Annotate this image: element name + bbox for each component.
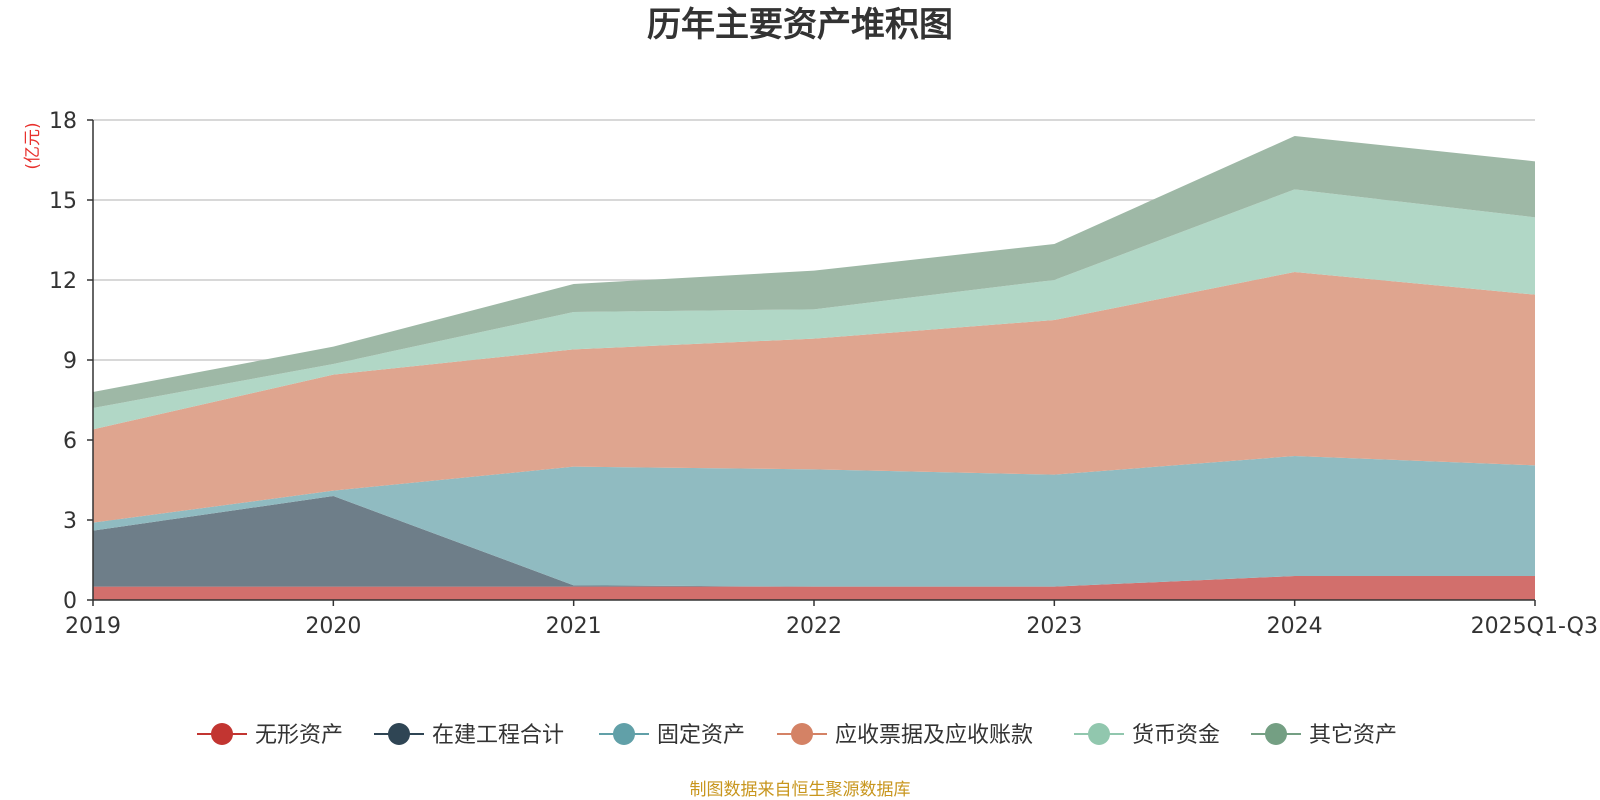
axes: 0 3 6 9 12 15 18 2019 2020 2021 2022 2023 2024 2025Q1… xyxy=(49,109,1598,639)
x-tick-label: 2024 xyxy=(1267,614,1323,639)
legend-marker xyxy=(1265,723,1287,745)
area-series-4 xyxy=(93,272,1535,523)
legend-item-1[interactable]: 无形资产 xyxy=(197,723,343,748)
chart-title: 历年主要资产堆积图 xyxy=(647,5,953,45)
legend-marker xyxy=(613,723,635,745)
legend-label: 货币资金 xyxy=(1132,723,1220,748)
y-tick-label: 15 xyxy=(49,189,77,214)
area-series-1 xyxy=(93,576,1535,600)
area-series-6 xyxy=(93,136,1535,408)
x-tick-label: 2019 xyxy=(65,614,121,639)
y-tick-label: 6 xyxy=(63,429,77,454)
legend-label: 其它资产 xyxy=(1309,723,1397,748)
x-tick-label: 2022 xyxy=(786,614,842,639)
legend-item-4[interactable]: 应收票据及应收账款 xyxy=(777,723,1033,748)
area-series xyxy=(93,136,1535,600)
y-tick-label: 0 xyxy=(63,589,77,614)
x-tick-label: 2025Q1-Q3 xyxy=(1471,614,1598,639)
y-axis-unit-label: (亿元) xyxy=(23,122,43,169)
legend: 无形资产 在建工程合计 固定资产 应收票据及应收账款 货币资金 其它资产 xyxy=(197,723,1397,748)
x-tick-label: 2021 xyxy=(546,614,602,639)
y-tick-label: 12 xyxy=(49,269,77,294)
area-series-2 xyxy=(93,496,1535,587)
legend-label: 在建工程合计 xyxy=(432,723,564,748)
legend-label: 应收票据及应收账款 xyxy=(835,723,1033,748)
legend-marker xyxy=(1088,723,1110,745)
x-tick-label: 2023 xyxy=(1026,614,1082,639)
y-tick-label: 9 xyxy=(63,349,77,374)
legend-marker xyxy=(791,723,813,745)
data-source-note: 制图数据来自恒生聚源数据库 xyxy=(690,780,911,800)
legend-item-2[interactable]: 在建工程合计 xyxy=(374,723,564,748)
legend-label: 固定资产 xyxy=(657,723,745,748)
legend-item-6[interactable]: 其它资产 xyxy=(1251,723,1397,748)
x-tick-label: 2020 xyxy=(305,614,361,639)
y-tick-label: 18 xyxy=(49,109,77,134)
legend-marker xyxy=(388,723,410,745)
y-tick-label: 3 xyxy=(63,509,77,534)
legend-label: 无形资产 xyxy=(255,723,343,748)
area-series-3 xyxy=(93,456,1535,587)
legend-marker xyxy=(211,723,233,745)
legend-item-3[interactable]: 固定资产 xyxy=(599,723,745,748)
legend-item-5[interactable]: 货币资金 xyxy=(1074,723,1220,748)
